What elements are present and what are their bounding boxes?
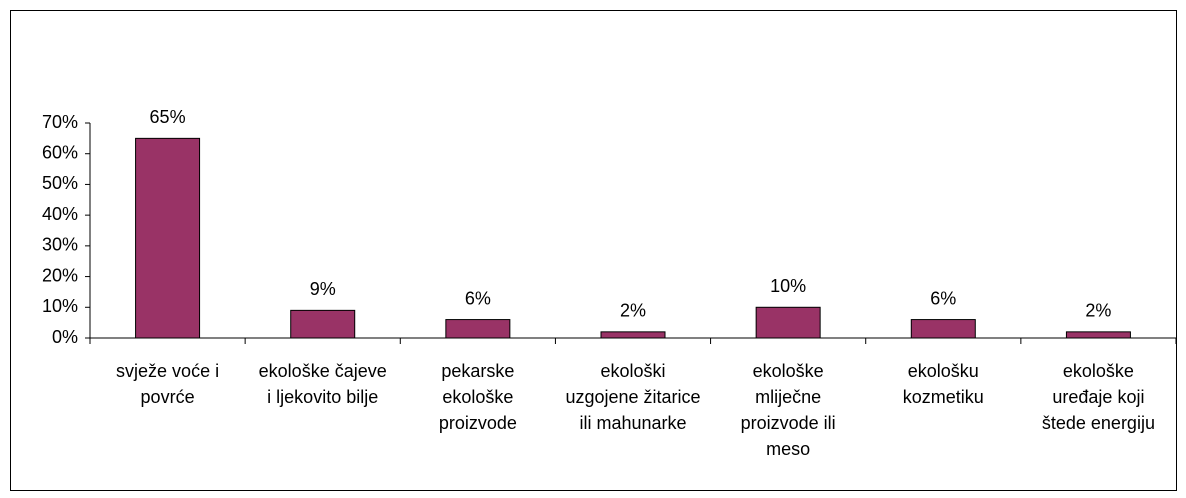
bar bbox=[1065, 331, 1131, 339]
data-label: 6% bbox=[465, 288, 491, 308]
x-tick-label: ekološke mliječne proizvode ili meso bbox=[740, 361, 836, 459]
y-tick-label: 10% bbox=[42, 296, 78, 316]
data-label: 6% bbox=[930, 288, 956, 308]
x-tick-label: svježe voće i povrće bbox=[116, 361, 220, 407]
y-tick-label: 70% bbox=[42, 112, 78, 132]
x-tick-label: ekološki uzgojene žitarice ili mahunarke bbox=[565, 361, 701, 433]
x-tick-label: ekološke čajeve i ljekovito bilje bbox=[258, 361, 387, 407]
bar bbox=[135, 137, 201, 339]
y-tick-label: 40% bbox=[42, 204, 78, 224]
data-label: 9% bbox=[310, 279, 336, 299]
x-tick-label: ekološku kozmetiku bbox=[902, 361, 984, 407]
bar bbox=[755, 306, 821, 339]
chart-border bbox=[10, 10, 1177, 491]
x-tick-label: pekarske ekološke proizvode bbox=[438, 361, 517, 433]
data-label: 10% bbox=[770, 276, 806, 296]
data-label: 2% bbox=[1085, 301, 1111, 321]
y-tick-label: 60% bbox=[42, 142, 78, 162]
x-tick-label: ekološke uređaje koji štede energiju bbox=[1041, 361, 1155, 433]
y-tick-label: 50% bbox=[42, 173, 78, 193]
y-tick-label: 20% bbox=[42, 265, 78, 285]
y-tick-label: 30% bbox=[42, 235, 78, 255]
bar bbox=[445, 319, 511, 339]
bar bbox=[910, 319, 976, 339]
bar bbox=[600, 331, 666, 339]
y-tick-label: 0% bbox=[52, 327, 78, 347]
data-label: 2% bbox=[620, 301, 646, 321]
bar bbox=[290, 309, 356, 339]
data-label: 65% bbox=[150, 107, 186, 127]
